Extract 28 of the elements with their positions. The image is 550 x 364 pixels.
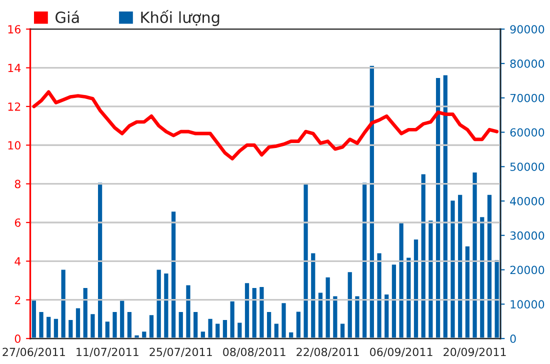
x-tick-label: 06/09/2011 — [370, 348, 432, 358]
y2-tick-label: 90000 — [510, 25, 544, 34]
y2-tick-label: 20000 — [510, 266, 544, 274]
legend-label: Giá — [56, 10, 79, 24]
y-tick-label: 16 — [8, 25, 21, 34]
x-tick-label: 11/07/2011 — [76, 348, 138, 358]
y2-tick-label: 80000 — [510, 59, 544, 68]
x-tick-label: 22/08/2011 — [296, 348, 359, 358]
x-tick-label: 27/06/2011 — [2, 348, 65, 358]
y-tick-label: 14 — [8, 64, 21, 72]
y-tick-label: 8 — [14, 180, 20, 188]
y2-tick-label: 0 — [510, 334, 516, 343]
y2-tick-label: 30000 — [510, 231, 544, 240]
y2-tick-label: 60000 — [510, 128, 544, 137]
y2-tick-label: 70000 — [510, 94, 544, 102]
x-tick-label: 08/08/2011 — [223, 348, 286, 358]
y2-tick-label: 50000 — [510, 162, 544, 172]
y-tick-label: 10 — [8, 141, 20, 150]
y-tick-label: 4 — [14, 257, 21, 266]
y2-tick-label: 10000 — [510, 300, 544, 309]
x-tick-label: 25/07/2011 — [150, 348, 212, 358]
legend-label: Khối lượng — [141, 10, 220, 26]
x-tick-label: 20/09/2011 — [444, 348, 506, 358]
y-tick-label: 6 — [14, 218, 21, 227]
y-tick-label: 0 — [14, 334, 20, 343]
y-tick-label: 2 — [14, 296, 20, 304]
y2-tick-label: 40000 — [510, 196, 544, 206]
y-tick-label: 12 — [8, 102, 20, 111]
